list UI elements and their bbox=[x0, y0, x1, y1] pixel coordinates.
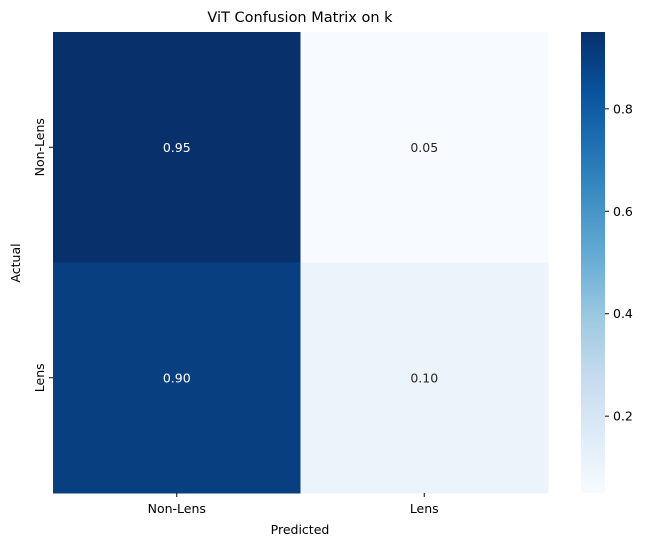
x-axis-label: Predicted bbox=[271, 522, 330, 537]
cell-value-label: 0.10 bbox=[410, 370, 438, 385]
cell-value-label: 0.05 bbox=[410, 140, 438, 155]
cell-value-label: 0.90 bbox=[163, 370, 191, 385]
x-tick-label: Non-Lens bbox=[148, 501, 206, 516]
colorbar bbox=[581, 32, 605, 493]
x-axis: Non-Lens Lens bbox=[148, 493, 439, 516]
colorbar-axis: 0.2 0.4 0.6 0.8 bbox=[605, 101, 633, 424]
colorbar-tick-label: 0.4 bbox=[613, 306, 633, 321]
cell-value-label: 0.95 bbox=[163, 140, 191, 155]
heatmap-cell-labels: 0.95 0.05 0.90 0.10 bbox=[163, 140, 438, 386]
y-axis: Non-Lens Lens bbox=[32, 118, 53, 392]
heatmap-cell bbox=[300, 32, 549, 263]
colorbar-tick-label: 0.6 bbox=[613, 204, 633, 219]
colorbar-tick-label: 0.8 bbox=[613, 101, 633, 116]
y-tick-label: Lens bbox=[32, 363, 47, 392]
heatmap-cell bbox=[53, 32, 301, 263]
y-tick-label: Non-Lens bbox=[32, 118, 47, 176]
heatmap-cell bbox=[300, 262, 549, 494]
heatmap-cells bbox=[53, 32, 549, 494]
heatmap-cell bbox=[53, 262, 301, 494]
colorbar-tick-label: 0.2 bbox=[613, 409, 633, 424]
x-tick-label: Lens bbox=[410, 501, 439, 516]
y-axis-label: Actual bbox=[8, 243, 23, 282]
chart-title: ViT Confusion Matrix on k bbox=[207, 10, 393, 26]
